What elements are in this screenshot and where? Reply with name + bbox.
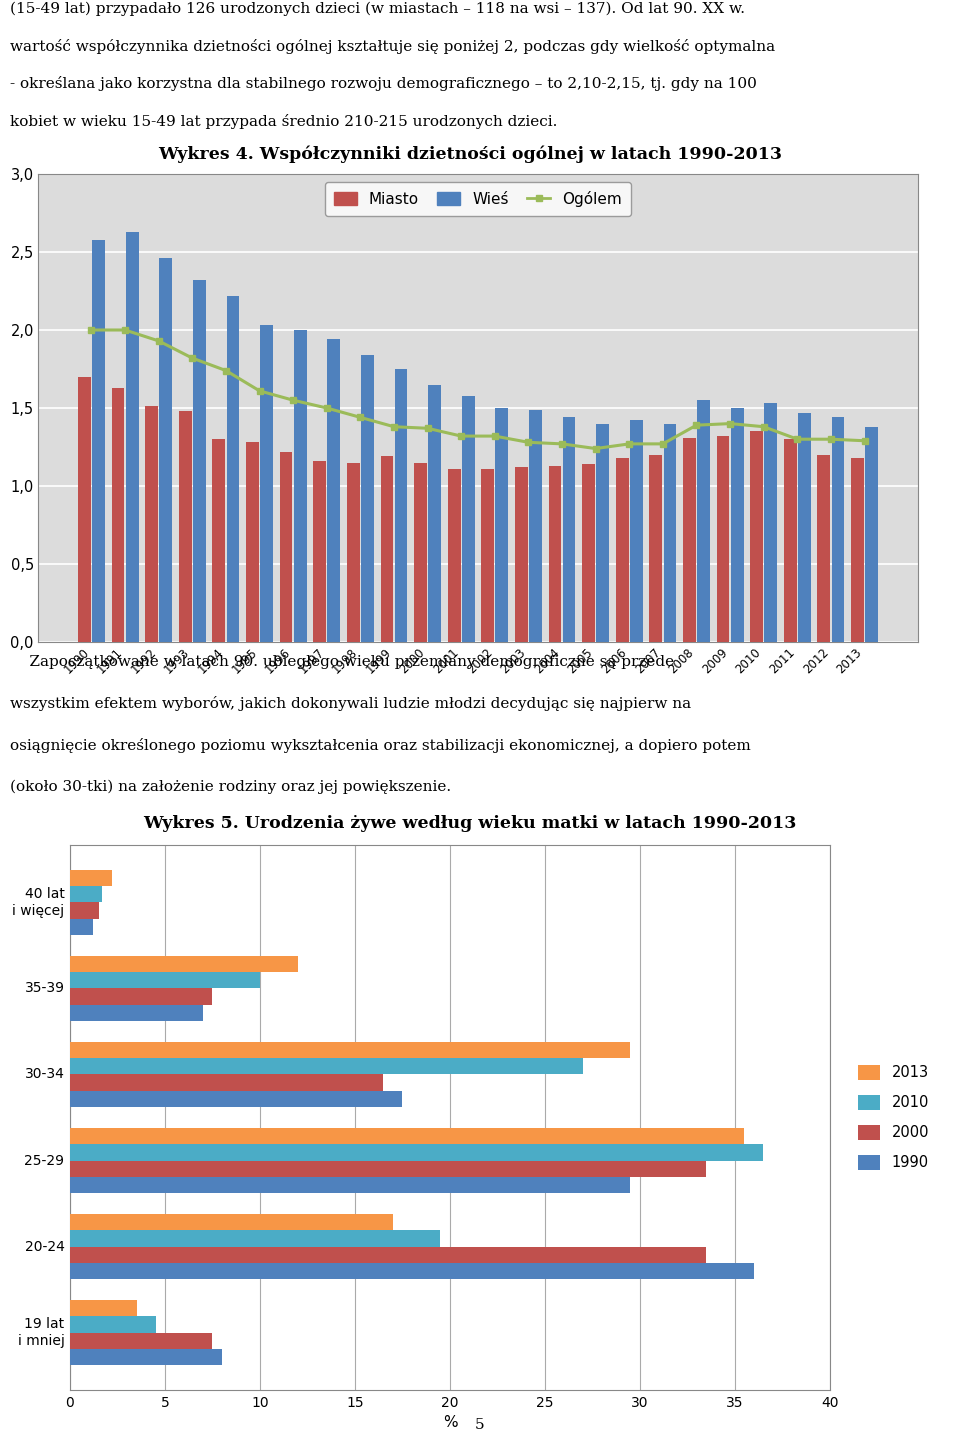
Bar	[70, 972, 260, 988]
Bar	[615, 458, 629, 642]
Bar	[92, 240, 105, 642]
Bar	[260, 325, 273, 642]
Bar	[428, 385, 441, 642]
Bar	[70, 902, 99, 918]
Text: osiągnięcie określonego poziomu wykształcenia oraz stabilizacji ekonomicznej, a : osiągnięcie określonego poziomu wykształ…	[10, 738, 751, 753]
Bar	[70, 1144, 763, 1161]
Bar	[70, 1247, 707, 1263]
Bar	[798, 413, 811, 642]
Bar	[78, 376, 91, 642]
Bar	[70, 1177, 631, 1193]
Bar	[70, 1300, 136, 1316]
Bar	[70, 1005, 203, 1021]
Text: (około 30-tki) na założenie rodziny oraz jej powiększenie.: (około 30-tki) na założenie rodziny oraz…	[10, 779, 451, 793]
Bar	[179, 411, 192, 642]
Bar	[70, 1263, 754, 1279]
Bar	[548, 466, 562, 642]
Bar	[70, 1316, 156, 1332]
Bar	[70, 1128, 745, 1144]
Bar	[111, 388, 125, 642]
Bar	[447, 469, 461, 642]
Bar	[380, 456, 394, 642]
Text: Wykres 4. Współczynniki dzietności ogólnej w latach 1990-2013: Wykres 4. Współczynniki dzietności ogóln…	[158, 145, 782, 163]
Bar	[395, 369, 407, 642]
Bar	[294, 330, 306, 642]
Bar	[852, 458, 864, 642]
Bar	[70, 886, 103, 902]
Bar	[529, 410, 541, 642]
Bar	[751, 432, 763, 642]
Bar	[193, 280, 205, 642]
Bar	[70, 988, 212, 1005]
Bar	[279, 452, 293, 642]
Legend: 2013, 2010, 2000, 1990: 2013, 2010, 2000, 1990	[852, 1059, 935, 1175]
Bar	[649, 455, 662, 642]
Bar	[582, 464, 595, 642]
Bar	[159, 259, 172, 642]
Bar	[70, 1348, 222, 1366]
Bar	[246, 442, 259, 642]
Bar	[70, 956, 298, 972]
Bar	[70, 1161, 707, 1177]
Bar	[70, 1213, 393, 1231]
Bar	[313, 461, 326, 642]
Bar	[212, 439, 226, 642]
Bar	[70, 918, 93, 936]
Bar	[784, 439, 797, 642]
Text: kobiet w wieku 15-49 lat przypada średnio 210-215 urodzonych dzieci.: kobiet w wieku 15-49 lat przypada średni…	[10, 113, 558, 129]
Bar	[414, 462, 427, 642]
Bar	[347, 462, 360, 642]
Bar	[70, 1074, 383, 1091]
Bar	[495, 408, 508, 642]
Text: 5: 5	[475, 1418, 485, 1433]
Bar	[731, 408, 744, 642]
Bar	[70, 870, 111, 886]
Legend: Miasto, Wieś, Ogólem: Miasto, Wieś, Ogólem	[324, 182, 632, 216]
Bar	[70, 1332, 212, 1348]
Bar	[630, 420, 642, 642]
Text: wartość współczynnika dzietności ogólnej kształtuje się poniżej 2, podczas gdy w: wartość współczynnika dzietności ogólnej…	[10, 39, 775, 54]
Bar	[70, 1058, 583, 1074]
Bar	[764, 404, 778, 642]
Bar	[70, 1231, 441, 1247]
Text: Wykres 5. Urodzenia żywe według wieku matki w latach 1990-2013: Wykres 5. Urodzenia żywe według wieku ma…	[143, 815, 797, 833]
Bar	[831, 417, 845, 642]
Text: wszystkim efektem wyborów, jakich dokonywali ludzie młodzi decydując się najpier: wszystkim efektem wyborów, jakich dokony…	[10, 696, 691, 712]
Bar	[70, 1091, 402, 1107]
Bar	[70, 1042, 631, 1058]
Text: Zapoczątkowane w latach 90. ubiegłego wieku przemiany demograficzne są przede: Zapoczątkowane w latach 90. ubiegłego wi…	[10, 655, 674, 668]
Bar	[515, 468, 528, 642]
Bar	[697, 400, 710, 642]
Bar	[481, 469, 494, 642]
X-axis label: %: %	[443, 1415, 457, 1430]
Bar	[865, 427, 878, 642]
Bar	[145, 407, 158, 642]
Bar	[684, 437, 696, 642]
Bar	[717, 436, 730, 642]
Bar	[663, 424, 676, 642]
Bar	[818, 455, 830, 642]
Bar	[327, 340, 340, 642]
Bar	[462, 395, 474, 642]
Bar	[563, 417, 575, 642]
Bar	[361, 355, 373, 642]
Bar	[596, 424, 609, 642]
Text: - określana jako korzystna dla stabilnego rozwoju demograficznego – to 2,10-2,15: - określana jako korzystna dla stabilneg…	[10, 77, 756, 92]
Text: (15-49 lat) przypadało 126 urodzonych dzieci (w miastach – 118 na wsi – 137). Od: (15-49 lat) przypadało 126 urodzonych dz…	[10, 1, 745, 16]
Bar	[126, 231, 138, 642]
Bar	[227, 295, 239, 642]
